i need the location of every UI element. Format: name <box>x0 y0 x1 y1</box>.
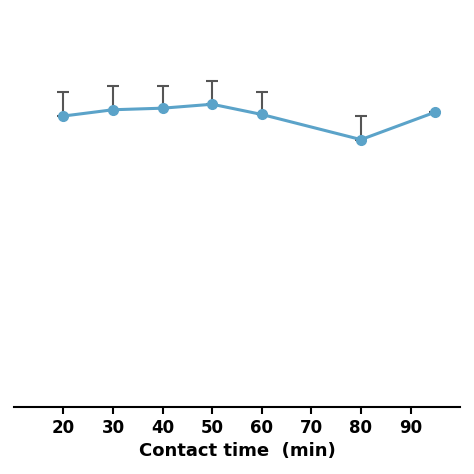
X-axis label: Contact time  (min): Contact time (min) <box>138 442 336 460</box>
